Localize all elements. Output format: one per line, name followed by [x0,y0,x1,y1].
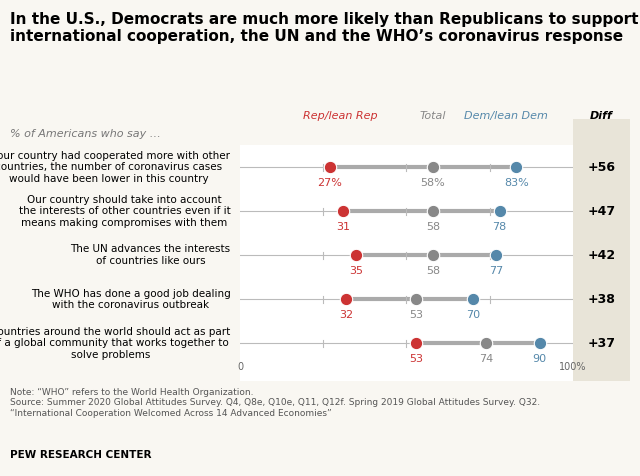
Text: 78: 78 [492,222,507,232]
Text: 31: 31 [336,222,350,232]
Text: % of Americans who say …: % of Americans who say … [10,129,161,139]
Point [351,251,362,259]
Point [428,208,438,215]
Point [511,163,522,171]
Text: Rep/lean Rep: Rep/lean Rep [303,111,377,121]
Text: 0: 0 [237,362,243,372]
Point [412,296,422,303]
Point [534,339,545,347]
Point [468,296,478,303]
Text: PEW RESEARCH CENTER: PEW RESEARCH CENTER [10,450,151,460]
Text: 53: 53 [410,310,424,320]
Text: 100%: 100% [559,362,586,372]
Text: If our country had cooperated more with other
countries, the number of coronavir: If our country had cooperated more with … [0,150,230,184]
Text: +56: +56 [588,161,616,174]
Text: In the U.S., Democrats are much more likely than Republicans to support
internat: In the U.S., Democrats are much more lik… [10,12,638,44]
Text: 53: 53 [410,354,424,364]
Point [412,339,422,347]
Text: 58: 58 [426,266,440,276]
Text: 90: 90 [532,354,547,364]
Point [428,251,438,259]
Point [341,296,351,303]
Text: 58: 58 [426,222,440,232]
Text: 32: 32 [339,310,353,320]
Point [491,251,501,259]
Point [338,208,348,215]
Point [481,339,492,347]
Text: Our country should take into account
the interests of other countries even if it: Our country should take into account the… [19,195,230,228]
Text: +37: +37 [588,337,616,350]
Text: 27%: 27% [317,178,342,188]
Text: Total: Total [420,111,446,121]
Text: 58%: 58% [420,178,445,188]
Point [324,163,335,171]
Text: 83%: 83% [504,178,529,188]
Point [428,163,438,171]
Point [495,208,505,215]
Text: Countries around the world should act as part
of a global community that works t: Countries around the world should act as… [0,327,230,360]
Text: Diff: Diff [590,111,613,121]
Text: 35: 35 [349,266,364,276]
Text: Note: “WHO” refers to the World Health Organization.
Source: Summer 2020 Global : Note: “WHO” refers to the World Health O… [10,388,540,418]
Text: 70: 70 [466,310,480,320]
Text: +38: +38 [588,293,616,306]
Text: 77: 77 [489,266,504,276]
Text: The WHO has done a good job dealing
with the coronavirus outbreak: The WHO has done a good job dealing with… [31,288,230,310]
Text: Dem/lean Dem: Dem/lean Dem [464,111,548,121]
Text: The UN advances the interests
of countries like ours: The UN advances the interests of countri… [70,245,230,266]
Text: 74: 74 [479,354,493,364]
Text: +42: +42 [588,249,616,262]
Text: +47: +47 [588,205,616,218]
